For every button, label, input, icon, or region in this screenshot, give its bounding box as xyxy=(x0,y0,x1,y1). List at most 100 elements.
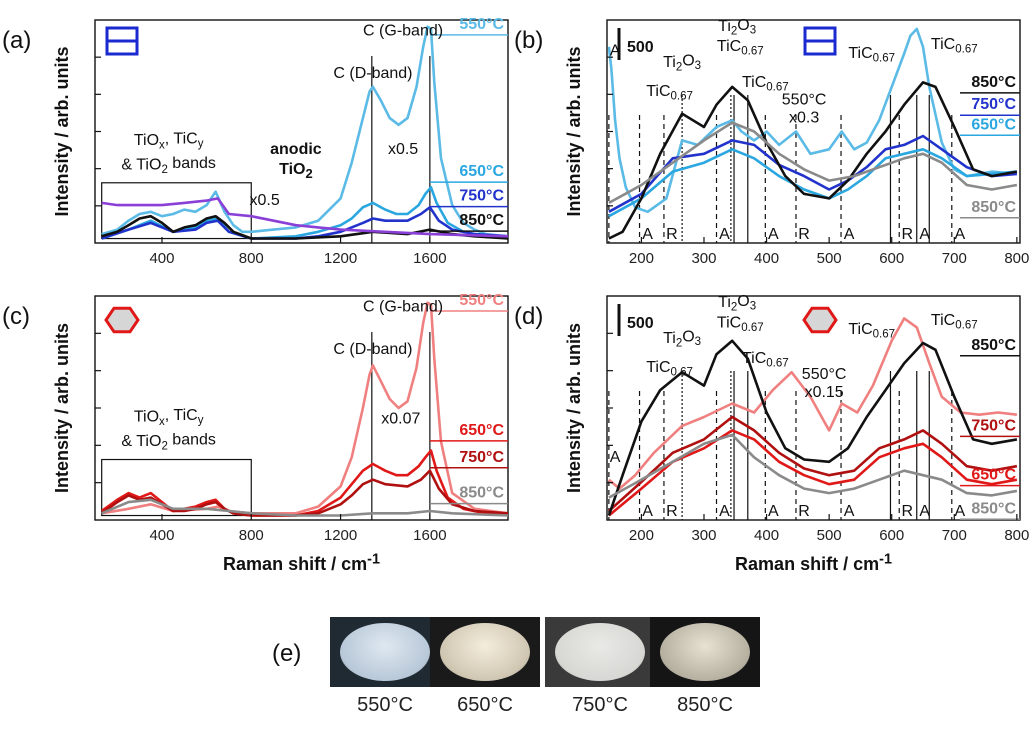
x-tick-label: 400 xyxy=(149,250,174,267)
series-end-label: 650°C xyxy=(459,422,504,439)
x-tick-label: 400 xyxy=(754,250,779,267)
series-line-750-c xyxy=(608,134,1018,213)
series-end-label: 850°C xyxy=(971,337,1016,354)
annotation: 550°C xyxy=(782,92,827,109)
phase-letter: A xyxy=(768,503,779,520)
series-end-label: 850°C xyxy=(971,74,1016,91)
series-line-650-c xyxy=(100,449,508,517)
annotation: TiC0.67 xyxy=(646,359,693,378)
x-tick-label: 500 xyxy=(817,527,842,544)
annotation: TiC0.67 xyxy=(717,314,764,333)
series-end-label: 850°C xyxy=(971,199,1016,216)
phase-letter: A xyxy=(844,226,855,243)
annotation: x0.3 xyxy=(789,110,819,127)
x-tick-label: 200 xyxy=(629,250,654,267)
series-line-650-c xyxy=(608,429,1018,517)
series-end-label: 750°C xyxy=(459,188,504,205)
series-end-label: 650°C xyxy=(971,467,1016,484)
x-tick-label: 1200 xyxy=(324,527,357,544)
sample-photo xyxy=(330,617,440,687)
photo-caption: 850°C xyxy=(677,694,733,716)
phase-letter: A xyxy=(919,503,930,520)
annotation: anodic xyxy=(270,141,322,158)
series-end-label: 850°C xyxy=(459,212,504,229)
panel-label-c: (c) xyxy=(2,303,30,330)
phase-letter: A xyxy=(919,226,930,243)
x-tick-label: 500 xyxy=(817,250,842,267)
annotation: A xyxy=(610,449,621,466)
x-tick-label: 400 xyxy=(754,527,779,544)
x-tick-label: 200 xyxy=(629,527,654,544)
series-line-850-c xyxy=(607,339,1018,516)
annotation: & TiO2 bands xyxy=(121,155,215,176)
x-tick-label: 300 xyxy=(691,250,716,267)
series-end-label: 750°C xyxy=(459,449,504,466)
annotation: C (G-band) xyxy=(363,23,443,40)
y-axis-label: Intensity / arb. units xyxy=(52,323,72,493)
x-axis-label: Raman shift / cm-1 xyxy=(735,552,892,574)
phase-letter: A xyxy=(719,503,730,520)
annotation: TiC0.67 xyxy=(848,321,895,340)
series-line-650-c xyxy=(101,186,508,240)
photo-caption: 750°C xyxy=(572,694,628,716)
phase-letter: A xyxy=(954,226,965,243)
series-line-650-c xyxy=(608,148,1018,218)
annotation: TiC0.67 xyxy=(717,38,764,57)
hexagon-icon xyxy=(802,306,838,334)
annotation: C (G-band) xyxy=(363,299,443,316)
annotation: TiC0.67 xyxy=(742,74,789,93)
annotation: TiOx, TiCy xyxy=(134,131,204,152)
x-tick-label: 400 xyxy=(149,527,174,544)
annotation: Ti2O3 xyxy=(718,293,756,314)
sample-photo xyxy=(430,617,540,687)
y-axis-label: Intensity / arb. units xyxy=(564,323,584,493)
phase-letter: R xyxy=(666,226,678,243)
sample-photo xyxy=(545,617,655,687)
x-tick-label: 300 xyxy=(691,527,716,544)
chart-panel-b: 850°C750°C650°C850°CATi2O3TiC0.67Ti2O3Ti… xyxy=(514,17,1029,267)
annotation: x0.07 xyxy=(381,411,420,428)
series-end-label: 750°C xyxy=(971,417,1016,434)
x-tick-label: 800 xyxy=(1004,527,1029,544)
annotation: C (D-band) xyxy=(333,65,412,82)
scale-bar-label: 500 xyxy=(627,315,654,332)
series-end-label: 550°C xyxy=(459,292,504,309)
annotation: TiC0.67 xyxy=(931,312,978,331)
sample-disc xyxy=(660,623,750,681)
x-tick-label: 800 xyxy=(239,250,264,267)
annotation: TiC0.67 xyxy=(646,83,693,102)
annotation: TiC0.67 xyxy=(848,45,895,64)
annotation: x0.5 xyxy=(388,141,418,158)
sample-photo xyxy=(650,617,760,687)
annotation: TiOx, TiCy xyxy=(134,407,204,428)
band-region-box xyxy=(101,182,252,240)
series-line-850-c xyxy=(608,121,1018,205)
series-line-750-c xyxy=(101,206,508,240)
series-line-550-c xyxy=(101,25,508,238)
x-tick-label: 700 xyxy=(942,527,967,544)
annotation: TiO2 xyxy=(279,161,313,181)
x-tick-label: 600 xyxy=(879,250,904,267)
series-line-anodic-tio2 xyxy=(101,197,508,238)
series-end-label: 850°C xyxy=(971,500,1016,517)
phase-letter: R xyxy=(798,503,810,520)
annotation: x0.15 xyxy=(805,384,844,401)
panel-label-d: (d) xyxy=(514,303,543,330)
series-end-label: 650°C xyxy=(971,116,1016,133)
series-line-850-c xyxy=(101,214,508,240)
phase-letter: R xyxy=(798,226,810,243)
phase-letter: A xyxy=(768,226,779,243)
annotation: Ti2O3 xyxy=(718,17,756,38)
annotation: Ti2O3 xyxy=(663,329,701,350)
annotation: TiC0.67 xyxy=(931,36,978,55)
panel-label-a: (a) xyxy=(2,27,31,54)
sample-disc xyxy=(340,623,430,681)
x-tick-label: 1200 xyxy=(324,250,357,267)
y-axis-label: Intensity / arb. units xyxy=(564,46,584,216)
x-axis-label: Raman shift / cm-1 xyxy=(223,552,380,574)
phase-letter: R xyxy=(901,226,913,243)
series-line-850-c xyxy=(608,433,1018,499)
series-line-750-c xyxy=(608,415,1018,512)
photo-caption: 550°C xyxy=(357,694,413,716)
